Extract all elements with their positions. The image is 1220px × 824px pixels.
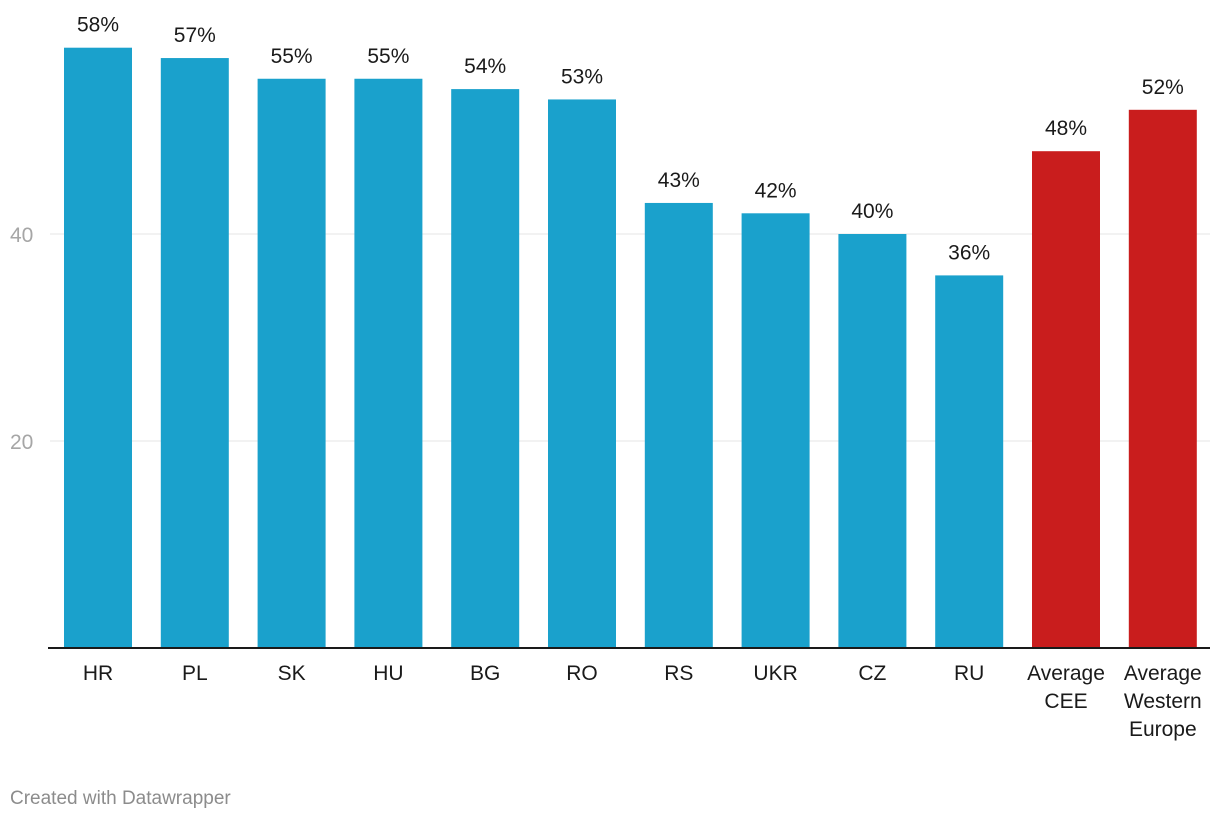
x-tick-label: HR (83, 662, 113, 685)
bar (160, 58, 229, 649)
data-labels: 58% 57% 55% 55% 54% 53% 43% 42% 40% 36% 48% 52% (77, 14, 1184, 265)
x-tick-label: Europe (1129, 718, 1197, 741)
bar-value-label: 55% (271, 45, 313, 68)
x-tick-label: CEE (1044, 690, 1087, 713)
bar-value-label: 36% (948, 241, 990, 264)
bar (451, 89, 520, 649)
bar-value-label: 43% (658, 169, 700, 192)
bar-value-label: 53% (561, 65, 603, 88)
bar (257, 78, 326, 648)
bar-value-label: 57% (174, 24, 216, 47)
footer-credit: Created with Datawrapper (10, 788, 231, 809)
bar (644, 202, 713, 648)
x-tick-label: SK (278, 662, 306, 685)
x-axis: HR PL SK HU BG RO RS UKR CZ RU Average CEE Average We… (48, 647, 1210, 741)
bar (64, 47, 132, 648)
bar (1032, 151, 1100, 648)
x-tick-label: PL (182, 662, 208, 685)
y-tick-label: 20 (10, 431, 33, 454)
x-tick-label: RS (664, 662, 693, 685)
x-tick-label: RO (566, 662, 598, 685)
x-tick-label: Western (1124, 690, 1202, 713)
bar-value-label: 55% (367, 45, 409, 68)
bar-value-label: 58% (77, 14, 119, 37)
bar (935, 275, 1004, 648)
bar-value-label: 42% (755, 179, 797, 202)
y-tick-label: 40 (10, 224, 33, 247)
x-tick-label: BG (470, 662, 500, 685)
bar (838, 234, 907, 648)
bar-value-label: 48% (1045, 117, 1087, 140)
x-tick-label: UKR (753, 662, 797, 685)
bar (1128, 109, 1197, 649)
x-tick-label: CZ (858, 662, 886, 685)
bar-value-label: 52% (1142, 76, 1184, 99)
bar (548, 99, 616, 648)
x-tick-label: Average (1027, 662, 1105, 685)
x-tick-label: Average (1124, 662, 1202, 685)
bar-value-label: 54% (464, 55, 506, 78)
x-tick-label: RU (954, 662, 984, 685)
bar (741, 213, 810, 649)
x-tick-label: HU (373, 662, 403, 685)
bar-value-label: 40% (851, 200, 893, 223)
bars (64, 47, 1197, 649)
bar (354, 78, 423, 648)
